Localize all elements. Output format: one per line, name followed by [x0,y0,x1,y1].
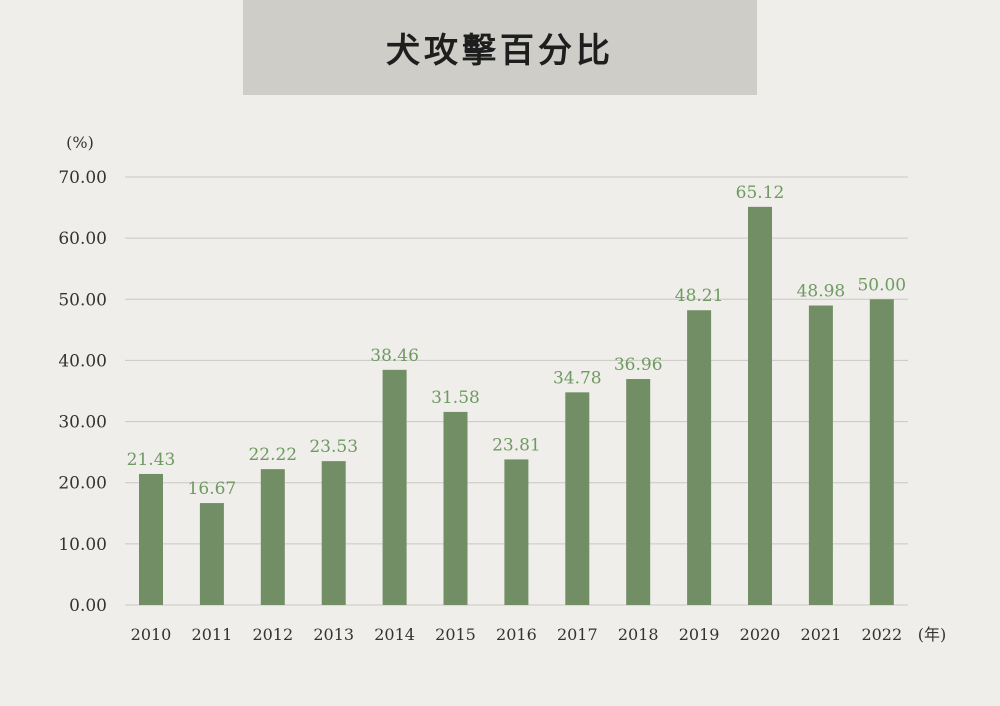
y-tick-label: 70.00 [58,168,107,188]
title-banner: 犬攻擊百分比 [243,0,757,95]
bar [869,299,894,605]
data-label: 48.21 [675,286,724,306]
x-tick-label: 2010 [131,625,172,644]
bar [808,305,833,605]
data-label: 36.96 [614,355,663,375]
x-tick-label: 2019 [679,625,720,644]
x-tick-label: 2022 [861,625,902,644]
data-label: 23.53 [309,437,358,457]
y-axis-unit-label: (%) [66,133,94,152]
data-label: 21.43 [127,450,176,470]
x-tick-label: 2017 [557,625,598,644]
y-tick-label: 10.00 [58,535,107,555]
data-label: 31.58 [431,388,480,408]
y-axis-ticks: 0.00 10.00 20.00 30.00 40.00 50.00 60.00 70.00 [58,168,107,616]
y-tick-label: 20.00 [58,474,107,494]
bar [199,503,224,605]
bar [382,369,407,605]
bar [260,469,285,605]
y-tick-label: 40.00 [58,351,107,371]
x-tick-label: 2014 [374,625,415,644]
data-label: 22.22 [248,445,297,465]
data-label: 50.00 [857,275,906,295]
data-label: 23.81 [492,435,541,455]
x-axis-ticks: 2010 2011 2012 2013 2014 2015 2016 2017 2018 2019… [131,625,903,644]
x-tick-label: 2016 [496,625,537,644]
bar [748,206,772,605]
data-label: 34.78 [553,368,602,388]
x-tick-label: 2020 [740,625,781,644]
bar [139,473,163,605]
bar [626,379,651,605]
data-label: 38.46 [370,346,419,366]
chart-title: 犬攻擊百分比 [386,31,614,71]
x-tick-label: 2011 [192,625,233,644]
bar [687,310,712,605]
data-label: 65.12 [736,183,785,203]
data-label: 16.67 [188,479,237,499]
bar [321,461,346,605]
x-tick-label: 2018 [618,625,659,644]
value-labels: 21.43 16.67 22.22 23.53 38.46 31.58 23.81 34.78… [127,183,906,499]
x-axis-unit-label: (年) [918,625,947,644]
y-tick-label: 30.00 [58,413,107,433]
y-tick-label: 50.00 [58,290,107,310]
bar [565,392,590,605]
bars [139,206,894,605]
bar [443,411,468,605]
x-tick-label: 2021 [801,625,842,644]
data-label: 48.98 [797,282,846,302]
x-tick-label: 2013 [313,625,354,644]
x-tick-label: 2012 [252,625,293,644]
y-tick-label: 0.00 [69,596,107,616]
x-tick-label: 2015 [435,625,476,644]
y-tick-label: 60.00 [58,229,107,249]
bar [504,459,529,605]
